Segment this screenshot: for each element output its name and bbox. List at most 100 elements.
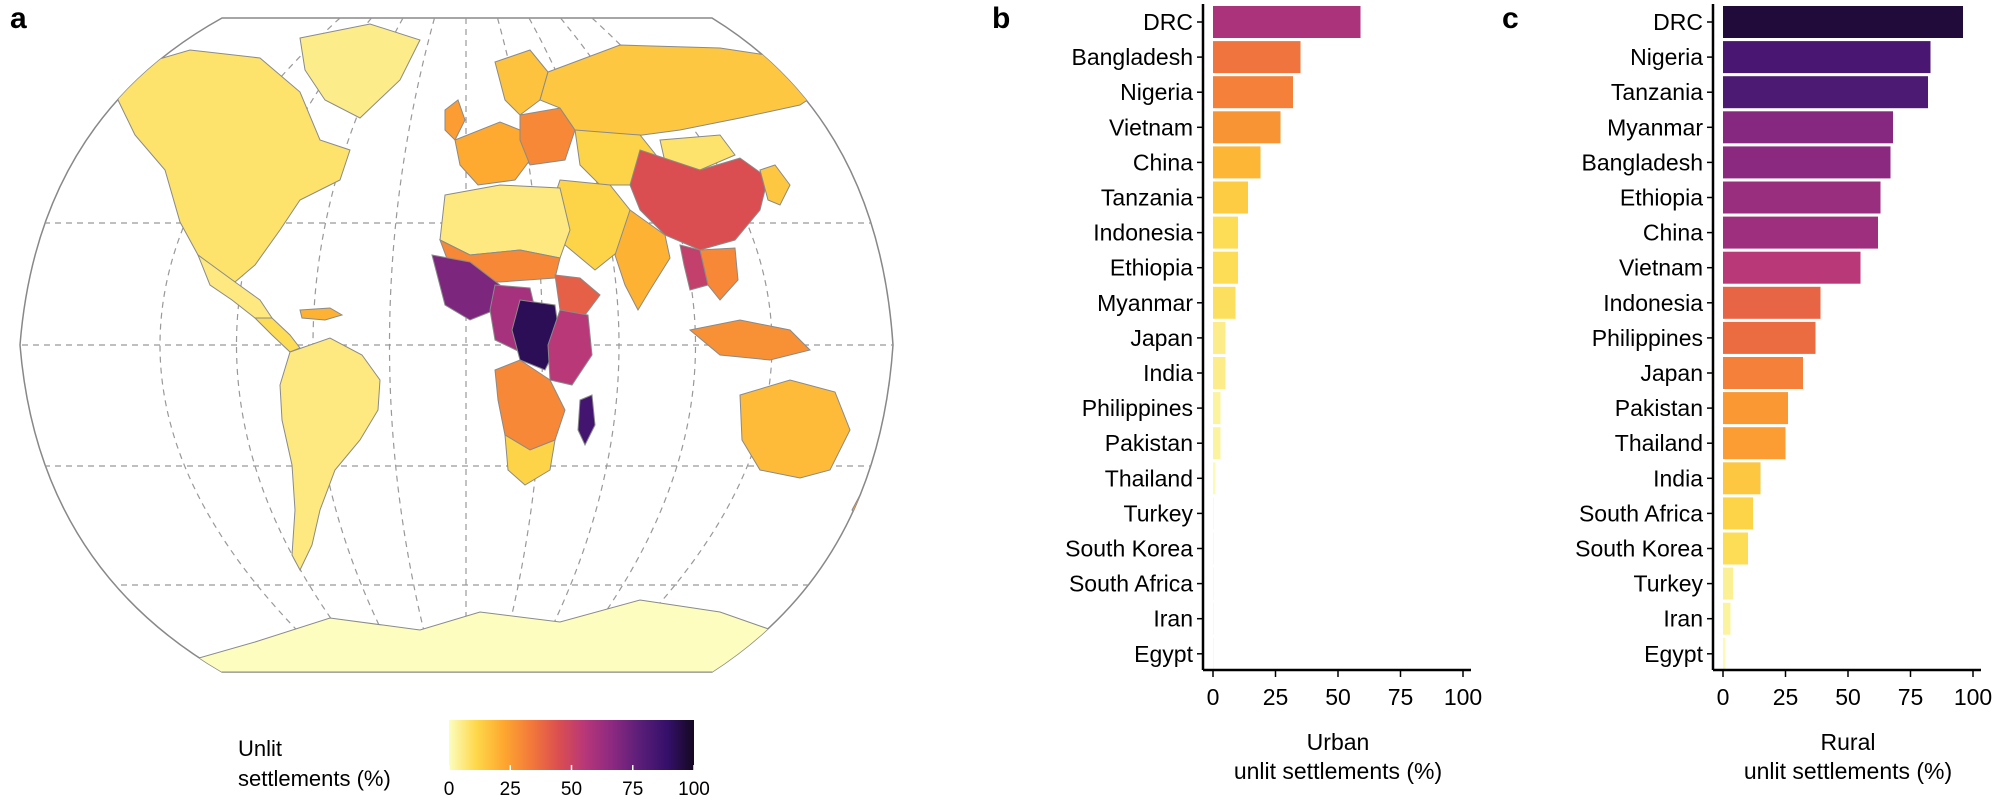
- urban-category-label: Tanzania: [1101, 185, 1193, 211]
- urban-category-label: Nigeria: [1120, 79, 1193, 105]
- rural-bar: [1723, 497, 1753, 530]
- map-region-australia: [739, 379, 851, 479]
- rural-x-axis-label: Rural: [1821, 729, 1876, 755]
- map-region-southeast-asia: [699, 247, 739, 301]
- urban-category-label: Myanmar: [1097, 290, 1193, 316]
- map-region-north-america: [117, 49, 351, 283]
- rural-category-label: Turkey: [1634, 571, 1704, 597]
- world-map: [19, 17, 894, 673]
- legend-title-line1: Unlit: [238, 736, 282, 761]
- map-region-east-africa: [547, 309, 593, 386]
- urban-x-tick-label: 75: [1388, 684, 1414, 710]
- rural-bar: [1723, 462, 1761, 495]
- urban-bar: [1213, 216, 1238, 249]
- rural-category-label: Indonesia: [1603, 290, 1703, 316]
- map-region-indonesia: [688, 319, 811, 361]
- rural-category-label: Philippines: [1592, 325, 1703, 351]
- urban-bar: [1213, 41, 1301, 74]
- urban-category-label: Turkey: [1124, 500, 1194, 526]
- rural-category-label: Ethiopia: [1620, 185, 1703, 211]
- graticule-meridian: [159, 18, 341, 672]
- rural-x-tick-label: 100: [1954, 684, 1992, 710]
- legend-tick-label: 25: [500, 779, 521, 800]
- legend-tick-label: 75: [622, 779, 643, 800]
- rural-x-tick-label: 50: [1835, 684, 1861, 710]
- rural-bar: [1723, 532, 1748, 565]
- urban-category-label: Thailand: [1105, 465, 1193, 491]
- map-region-western-europe: [454, 121, 531, 186]
- panel-label-c: c: [1502, 2, 1519, 35]
- rural-bar: [1723, 216, 1878, 249]
- urban-x-axis-label: unlit settlements (%): [1234, 758, 1442, 784]
- rural-category-label: Pakistan: [1615, 395, 1703, 421]
- urban-category-label: Egypt: [1134, 641, 1193, 667]
- urban-bar: [1213, 181, 1248, 214]
- rural-category-label: Tanzania: [1611, 79, 1703, 105]
- rural-bar: [1723, 6, 1963, 38]
- urban-category-label: Vietnam: [1109, 114, 1193, 140]
- rural-x-tick-label: 75: [1898, 684, 1924, 710]
- urban-x-tick-label: 25: [1263, 684, 1289, 710]
- rural-category-label: South Korea: [1575, 536, 1703, 562]
- rural-category-label: Japan: [1640, 360, 1703, 386]
- rural-category-label: DRC: [1653, 9, 1703, 35]
- urban-category-label: South Korea: [1065, 536, 1193, 562]
- urban-category-label: Bangladesh: [1072, 44, 1194, 70]
- urban-category-label: South Africa: [1069, 571, 1193, 597]
- rural-bar: [1723, 637, 1726, 670]
- rural-category-label: Iran: [1663, 606, 1703, 632]
- urban-bar: [1213, 321, 1226, 354]
- rural-bar: [1723, 41, 1931, 74]
- legend-title-line2: settlements (%): [238, 766, 391, 791]
- urban-category-label: Pakistan: [1105, 430, 1193, 456]
- rural-category-label: China: [1643, 220, 1703, 246]
- urban-bar: [1213, 567, 1214, 600]
- rural-bar: [1723, 286, 1821, 319]
- rural-bar: [1723, 567, 1733, 600]
- rural-bar: [1723, 427, 1786, 460]
- urban-bar: [1213, 286, 1236, 319]
- rural-x-tick-label: 0: [1717, 684, 1730, 710]
- map-region-india: [614, 209, 671, 312]
- rural-x-axis-label: unlit settlements (%): [1744, 758, 1952, 784]
- urban-bar: [1213, 146, 1261, 179]
- rural-category-label: Myanmar: [1607, 114, 1703, 140]
- rural-category-label: Bangladesh: [1582, 149, 1704, 175]
- rural-bar: [1723, 602, 1731, 635]
- map-region-caribbean: [299, 307, 344, 321]
- map-region-japan-korea: [759, 164, 791, 206]
- legend-colorbar: [449, 720, 694, 770]
- map-region-china: [629, 149, 769, 251]
- rural-bar-chart: DRC Nigeria Tanzania Myanmar Bangladesh Ethio…: [1575, 4, 1992, 784]
- urban-category-label: Iran: [1153, 606, 1193, 632]
- urban-category-label: Indonesia: [1093, 220, 1193, 246]
- urban-category-label: Philippines: [1082, 395, 1193, 421]
- map-region-ethiopia: [554, 274, 601, 316]
- rural-bar: [1723, 76, 1928, 109]
- urban-x-tick-label: 100: [1444, 684, 1482, 710]
- map-region-north-africa: [439, 184, 571, 259]
- urban-bar: [1213, 111, 1281, 144]
- rural-bar: [1723, 111, 1893, 144]
- map-region-south-africa: [504, 434, 556, 486]
- rural-bar: [1723, 392, 1788, 425]
- legend-tick-label: 0: [444, 779, 455, 800]
- rural-bar: [1723, 146, 1891, 179]
- urban-x-axis-label: Urban: [1307, 729, 1370, 755]
- urban-bar: [1213, 251, 1238, 284]
- legend: Unlit settlements (%) 0 25 50 75 100: [238, 720, 710, 800]
- rural-bar: [1723, 251, 1861, 284]
- map-region-south-america: [279, 337, 381, 572]
- rural-x-tick-label: 25: [1773, 684, 1799, 710]
- rural-category-label: Thailand: [1615, 430, 1703, 456]
- urban-bar: [1213, 392, 1221, 425]
- rural-category-label: Egypt: [1644, 641, 1703, 667]
- panel-label-a: a: [10, 2, 27, 35]
- urban-bar: [1213, 427, 1221, 460]
- rural-category-label: Nigeria: [1630, 44, 1703, 70]
- rural-bar: [1723, 357, 1803, 389]
- graticule-meridian: [388, 18, 436, 672]
- urban-category-label: Japan: [1130, 325, 1193, 351]
- urban-category-label: Ethiopia: [1110, 255, 1193, 281]
